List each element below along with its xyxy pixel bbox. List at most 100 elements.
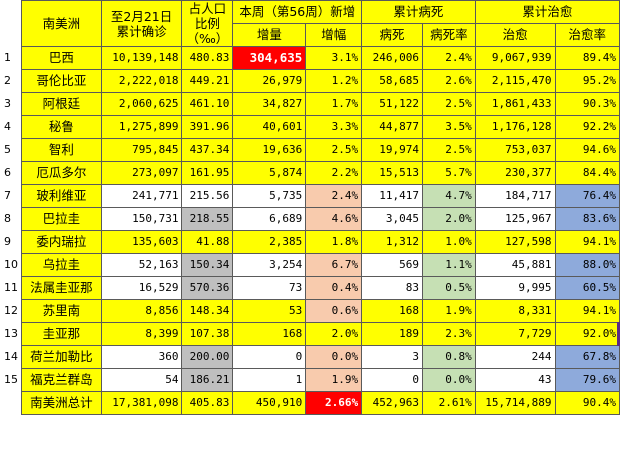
increment-cell: 40,601	[232, 115, 307, 139]
increment-cell: 53	[232, 299, 307, 323]
increment-cell: 0	[232, 345, 307, 369]
deaths-cell: 569	[361, 253, 423, 277]
cured-cell: 2,115,470	[474, 69, 556, 93]
confirmed-cell: 2,060,625	[100, 92, 183, 116]
header-row-1: 南美洲 至2月21日累计确诊 占人口比例（‰） 本周（第56周）新增 累计病死 …	[0, 0, 620, 47]
row-index: 15	[0, 368, 22, 392]
deaths-cell: 168	[361, 299, 423, 323]
header-increase-rate: 增幅	[305, 23, 363, 47]
increase-rate-cell: 6.7%	[305, 253, 363, 277]
increment-cell: 304,635	[232, 46, 307, 70]
country-name: 玻利维亚	[21, 184, 102, 208]
death-rate-cell: 1.0%	[421, 230, 476, 254]
country-name: 阿根廷	[21, 92, 102, 116]
header-deaths: 病死	[361, 23, 423, 47]
cured-cell: 184,717	[474, 184, 556, 208]
increment-cell: 73	[232, 276, 307, 300]
increase-rate-cell: 2.2%	[305, 161, 363, 185]
increment-cell: 26,979	[232, 69, 307, 93]
header-region: 南美洲	[21, 0, 102, 47]
header-increment: 增量	[232, 23, 307, 47]
country-row: 9 委内瑞拉 135,603 41.88 2,385 1.8% 1,312 1.0% 127,5…	[0, 230, 620, 254]
row-index: 1	[0, 46, 22, 70]
header-cum-cured: 累计治愈	[474, 0, 620, 24]
cured-cell: 244	[474, 345, 556, 369]
confirmed-cell: 795,845	[100, 138, 183, 162]
country-row: 3 阿根廷 2,060,625 461.10 34,827 1.7% 51,122 2.5% 1…	[0, 92, 620, 116]
header-cured: 治愈	[474, 23, 556, 47]
increment-cell: 1	[232, 368, 307, 392]
country-row: 6 厄瓜多尔 273,097 161.95 5,874 2.2% 15,513 5.7% 230…	[0, 161, 620, 185]
increase-rate-cell: 1.7%	[305, 92, 363, 116]
country-name: 法属圭亚那	[21, 276, 102, 300]
deaths-cell: 189	[361, 322, 423, 346]
deaths-cell: 44,877	[361, 115, 423, 139]
total-increment-cell: 450,910	[232, 391, 307, 415]
country-name: 荷兰加勒比	[21, 345, 102, 369]
deaths-cell: 3	[361, 345, 423, 369]
cured-cell: 127,598	[474, 230, 556, 254]
cured-cell: 43	[474, 368, 556, 392]
death-rate-cell: 2.6%	[421, 69, 476, 93]
row-index: 6	[0, 161, 22, 185]
country-name: 福克兰群岛	[21, 368, 102, 392]
per-mille-cell: 218.55	[181, 207, 234, 231]
confirmed-cell: 16,529	[100, 276, 183, 300]
deaths-cell: 1,312	[361, 230, 423, 254]
cure-rate-cell: 88.0%	[554, 253, 620, 277]
row-index: 10	[0, 253, 22, 277]
row-index: 11	[0, 276, 22, 300]
death-rate-cell: 2.5%	[421, 138, 476, 162]
confirmed-cell: 360	[100, 345, 183, 369]
cure-rate-cell: 84.4%	[554, 161, 620, 185]
death-rate-cell: 2.4%	[421, 46, 476, 70]
header-cum-deaths: 累计病死	[361, 0, 476, 24]
per-mille-cell: 437.34	[181, 138, 234, 162]
country-row: 2 哥伦比亚 2,222,018 449.21 26,979 1.2% 58,685 2.6%…	[0, 69, 620, 93]
increase-rate-cell: 2.5%	[305, 138, 363, 162]
increase-rate-cell: 3.1%	[305, 46, 363, 70]
deaths-cell: 58,685	[361, 69, 423, 93]
row-index: 13	[0, 322, 22, 346]
cure-rate-cell: 67.8%	[554, 345, 620, 369]
country-row: 1 巴西 10,139,148 480.83 304,635 3.1% 246,006 2.4…	[0, 46, 620, 70]
confirmed-cell: 8,856	[100, 299, 183, 323]
death-rate-cell: 4.7%	[421, 184, 476, 208]
cure-rate-cell: 83.6%	[554, 207, 620, 231]
deaths-cell: 19,974	[361, 138, 423, 162]
country-row: 10 乌拉圭 52,163 150.34 3,254 6.7% 569 1.1% 45,881 8…	[0, 253, 620, 277]
increase-rate-cell: 1.8%	[305, 230, 363, 254]
death-rate-cell: 1.9%	[421, 299, 476, 323]
cure-rate-cell: 94.1%	[554, 299, 620, 323]
country-row: 8 巴拉圭 150,731 218.55 6,689 4.6% 3,045 2.0% 125,9…	[0, 207, 620, 231]
confirmed-cell: 8,399	[100, 322, 183, 346]
cure-rate-cell: 94.6%	[554, 138, 620, 162]
death-rate-cell: 2.0%	[421, 207, 476, 231]
country-name: 秘鲁	[21, 115, 102, 139]
confirmed-cell: 273,097	[100, 161, 183, 185]
row-index: 8	[0, 207, 22, 231]
country-row: 4 秘鲁 1,275,899 391.96 40,601 3.3% 44,877 3.5% 1,…	[0, 115, 620, 139]
total-death-rate-cell: 2.61%	[421, 391, 476, 415]
increase-rate-cell: 0.0%	[305, 345, 363, 369]
total-row: 南美洲总计 17,381,098 405.83 450,910 2.66% 452,963…	[0, 391, 620, 415]
country-row: 12 苏里南 8,856 148.34 53 0.6% 168 1.9% 8,331 94.1%	[0, 299, 620, 323]
increment-cell: 6,689	[232, 207, 307, 231]
country-name: 智利	[21, 138, 102, 162]
header-row-2: 增量 增幅 病死 病死率 治愈 治愈率	[0, 23, 620, 47]
country-name: 苏里南	[21, 299, 102, 323]
row-index: 5	[0, 138, 22, 162]
country-row: 15 福克兰群岛 54 186.21 1 1.9% 0 0.0% 43 79.6%	[0, 368, 620, 392]
cured-cell: 8,331	[474, 299, 556, 323]
deaths-cell: 0	[361, 368, 423, 392]
increase-rate-cell: 1.2%	[305, 69, 363, 93]
total-cure-rate-cell: 90.4%	[554, 391, 620, 415]
per-mille-cell: 391.96	[181, 115, 234, 139]
increase-rate-cell: 2.0%	[305, 322, 363, 346]
cured-cell: 7,729	[474, 322, 556, 346]
per-mille-cell: 449.21	[181, 69, 234, 93]
death-rate-cell: 0.8%	[421, 345, 476, 369]
row-index: 14	[0, 345, 22, 369]
cure-rate-cell: 89.4%	[554, 46, 620, 70]
confirmed-cell: 1,275,899	[100, 115, 183, 139]
